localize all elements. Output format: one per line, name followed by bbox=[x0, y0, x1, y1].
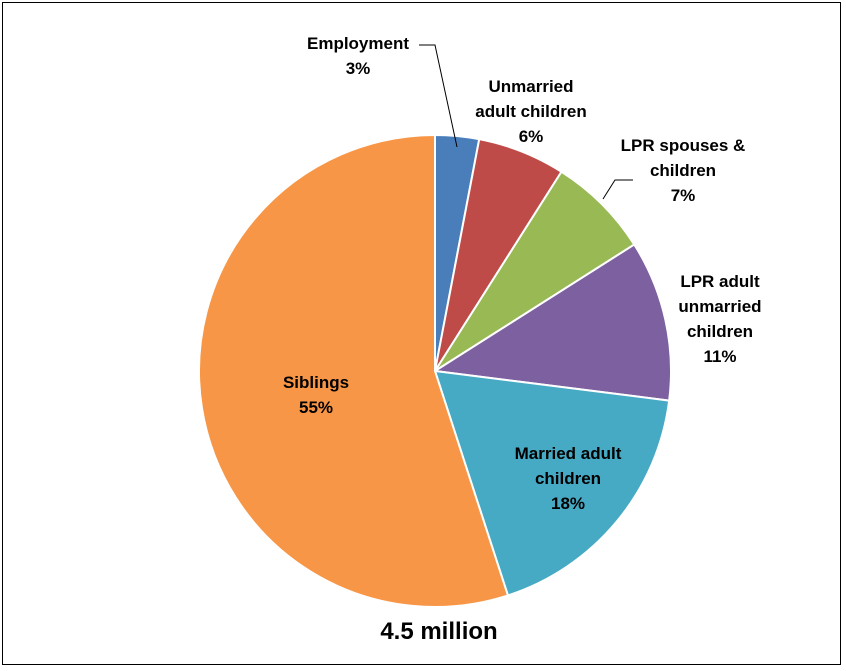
slice-category-label: unmarried bbox=[678, 297, 761, 316]
slice-label-6: Siblings 55% bbox=[283, 373, 349, 417]
slice-label-4: LPR adult unmarried children 11% bbox=[678, 272, 761, 366]
chart-frame: Employment 3% Unmarried adult children 6% LPR… bbox=[2, 2, 841, 665]
slice-category-label: LPR adult bbox=[680, 272, 760, 291]
slice-value-label: 3% bbox=[346, 59, 371, 78]
leader-line-1 bbox=[419, 44, 458, 148]
slice-category-label: Unmarried bbox=[488, 77, 573, 96]
pie-chart: Employment 3% Unmarried adult children 6% LPR… bbox=[198, 34, 762, 645]
pie-slice-5 bbox=[433, 369, 671, 597]
slice-category-label: children bbox=[535, 469, 601, 488]
slice-value-label: 18% bbox=[551, 494, 585, 513]
slice-category-label: Married adult bbox=[515, 444, 622, 463]
pie-slice-6 bbox=[198, 133, 510, 608]
pie-slice-4 bbox=[432, 243, 672, 402]
slice-category-label: children bbox=[650, 161, 716, 180]
slice-value-label: 6% bbox=[519, 127, 544, 146]
slice-label-5: Married adult children 18% bbox=[515, 444, 622, 513]
slice-labels: Employment 3% Unmarried adult children 6% LPR… bbox=[283, 34, 762, 513]
slice-value-label: 55% bbox=[299, 398, 333, 417]
slice-category-label: Siblings bbox=[283, 373, 349, 392]
pie-slice-3 bbox=[434, 170, 636, 372]
slice-label-1: Employment 3% bbox=[307, 34, 409, 78]
slice-value-label: 7% bbox=[671, 186, 696, 205]
slice-category-label: Employment bbox=[307, 34, 409, 53]
pie-slices bbox=[198, 133, 672, 608]
slice-label-3: LPR spouses & children 7% bbox=[621, 136, 746, 205]
slice-label-2: Unmarried adult children 6% bbox=[475, 77, 586, 146]
leader-line-3 bbox=[602, 179, 633, 200]
slice-value-label: 11% bbox=[703, 347, 736, 366]
slice-category-label: LPR spouses & bbox=[621, 136, 746, 155]
slice-category-label: adult children bbox=[475, 102, 586, 121]
chart-caption: 4.5 million bbox=[380, 618, 497, 645]
slice-category-label: children bbox=[687, 322, 753, 341]
leader-lines bbox=[419, 44, 633, 200]
